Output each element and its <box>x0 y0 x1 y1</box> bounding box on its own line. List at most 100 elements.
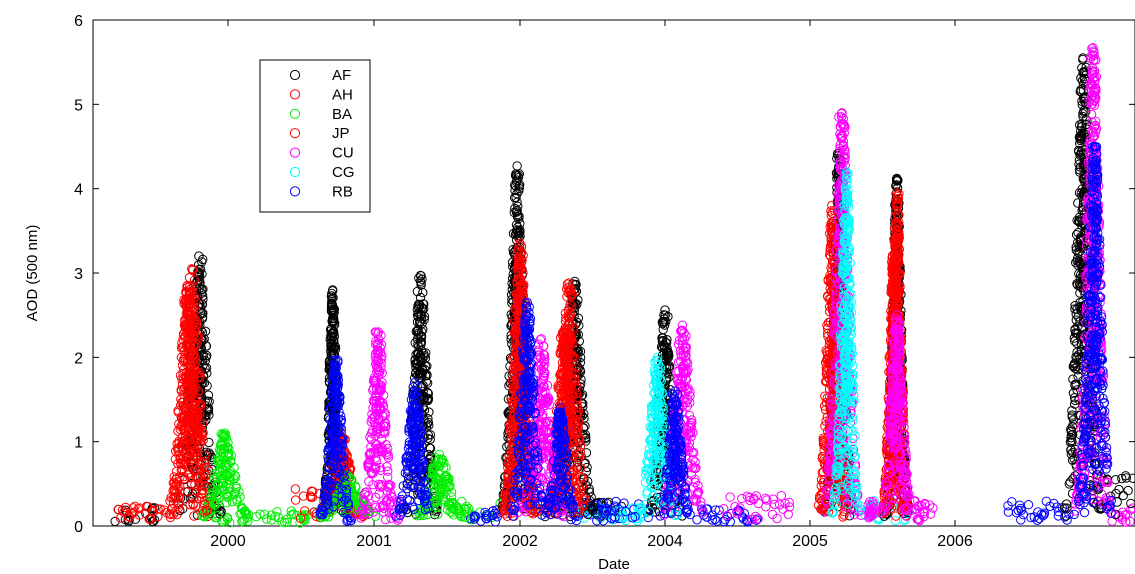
point-rb <box>601 506 612 516</box>
point-ah <box>120 502 131 513</box>
point-ba <box>266 510 276 520</box>
point-af <box>327 288 337 299</box>
x-axis: 2000 2001 2002 2004 2005 2006 <box>210 20 973 550</box>
point-ba <box>282 514 292 524</box>
data-points <box>110 43 1135 528</box>
point-cu <box>1120 510 1131 520</box>
point-af <box>197 269 207 279</box>
point-rb <box>1064 509 1074 519</box>
point-cu <box>735 503 745 513</box>
point-af <box>203 390 214 400</box>
point-ba <box>282 517 292 528</box>
point-ah <box>306 486 317 496</box>
point-rb <box>1036 509 1047 519</box>
point-rb <box>697 504 707 514</box>
point-rb <box>1016 515 1026 525</box>
point-af <box>329 304 339 314</box>
point-cu <box>719 504 729 514</box>
point-ah <box>298 491 309 501</box>
point-rb <box>707 515 718 525</box>
point-cu <box>386 513 396 523</box>
point-rb <box>619 498 629 508</box>
point-cu <box>1128 503 1135 513</box>
point-rb <box>1062 515 1072 525</box>
point-ba <box>266 515 277 525</box>
point-cu <box>747 514 758 525</box>
point-af <box>194 275 205 285</box>
point-rb <box>714 505 724 515</box>
point-af <box>328 335 339 345</box>
point-cu <box>925 509 936 519</box>
x-tick-label: 2000 <box>210 533 246 550</box>
point-cu <box>912 514 922 524</box>
point-rb <box>725 517 735 527</box>
point-ah <box>113 504 123 515</box>
point-ah <box>153 512 163 522</box>
point-rb <box>468 512 479 522</box>
point-rb <box>482 511 492 521</box>
point-ah <box>135 503 145 513</box>
point-ba <box>237 516 247 527</box>
point-ah <box>129 507 139 518</box>
point-cu <box>768 494 778 504</box>
point-af <box>424 407 434 417</box>
y-tick-label: 1 <box>74 435 83 452</box>
point-af <box>195 308 206 318</box>
point-rb <box>643 512 653 523</box>
point-af <box>197 314 208 324</box>
point-cu <box>868 503 878 513</box>
point-af <box>423 395 433 406</box>
point-af <box>329 328 339 339</box>
point-ah <box>128 503 138 513</box>
point-ba <box>297 510 308 520</box>
point-cu <box>780 498 790 509</box>
point-ba <box>251 511 261 522</box>
point-cu <box>869 506 879 517</box>
x-tick-label: 2002 <box>502 533 538 550</box>
point-rb <box>469 511 480 521</box>
point-ba <box>279 517 290 528</box>
point-cu <box>742 491 752 501</box>
point-rb <box>1049 498 1059 509</box>
point-rb <box>610 503 620 513</box>
point-ah <box>134 510 145 520</box>
point-cu <box>915 515 925 526</box>
point-af <box>328 317 338 328</box>
point-cu <box>772 513 782 524</box>
point-cg <box>635 509 646 519</box>
point-rb <box>488 510 498 521</box>
point-cu <box>776 491 787 501</box>
point-af <box>147 516 158 527</box>
point-rb <box>592 516 602 526</box>
point-af <box>123 517 134 527</box>
point-rb <box>476 516 486 526</box>
point-af <box>1123 485 1133 496</box>
point-af <box>110 516 120 527</box>
y-tick-label: 2 <box>74 350 83 367</box>
x-tick-label: 2006 <box>937 533 973 550</box>
point-af <box>327 295 337 305</box>
point-rb <box>469 514 480 524</box>
point-ba <box>300 515 310 525</box>
point-cu <box>1125 516 1135 527</box>
point-rb <box>630 512 640 522</box>
point-cu <box>762 495 772 505</box>
point-cu <box>769 499 780 509</box>
point-af <box>199 479 209 490</box>
y-tick-label: 6 <box>74 13 83 30</box>
point-cu <box>1113 512 1124 522</box>
point-af <box>1128 473 1135 483</box>
point-ah <box>290 484 301 494</box>
x-tick-label: 2001 <box>356 533 392 550</box>
point-af <box>326 323 337 333</box>
point-rb <box>598 504 609 514</box>
point-af <box>195 280 205 290</box>
point-cu <box>725 492 735 502</box>
point-cu <box>928 503 938 513</box>
point-rb <box>751 515 761 525</box>
point-af <box>425 443 436 454</box>
point-af <box>120 515 131 525</box>
point-cu <box>1121 517 1131 527</box>
point-rb <box>722 512 733 522</box>
